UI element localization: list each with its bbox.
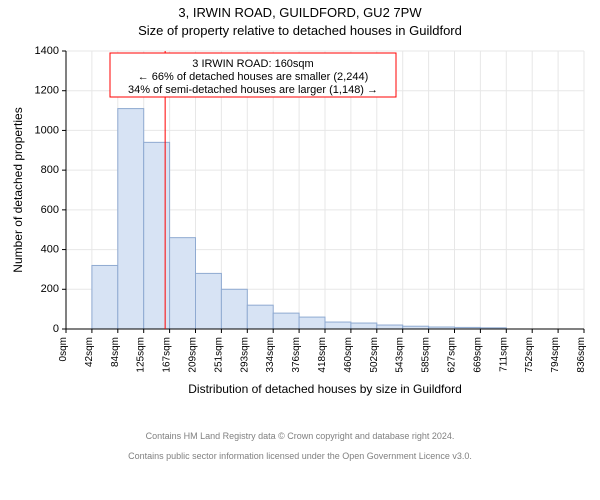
svg-text:200: 200	[41, 283, 59, 295]
histogram-bar	[299, 317, 325, 329]
chart-subtitle: Size of property relative to detached ho…	[8, 23, 592, 39]
histogram-bar	[144, 142, 170, 329]
annotation-box: 3 IRWIN ROAD: 160sqm← 66% of detached ho…	[110, 53, 396, 97]
svg-text:543sqm: 543sqm	[395, 337, 406, 373]
svg-text:711sqm: 711sqm	[498, 337, 509, 372]
svg-text:627sqm: 627sqm	[447, 337, 458, 373]
svg-text:752sqm: 752sqm	[524, 337, 535, 373]
histogram-bar	[377, 325, 403, 329]
svg-text:794sqm: 794sqm	[550, 337, 561, 373]
chart-container: 0 200 400 600 800 1000 1200 1400 0sqm 42sqm 84sqm 1…	[8, 41, 592, 421]
svg-text:600: 600	[41, 203, 59, 215]
footer-line-1: Contains HM Land Registry data © Crown c…	[146, 431, 455, 441]
histogram-bar	[273, 313, 299, 329]
svg-text:1200: 1200	[35, 84, 59, 96]
svg-text:251sqm: 251sqm	[213, 337, 224, 373]
svg-text:167sqm: 167sqm	[162, 337, 173, 373]
svg-text:0: 0	[53, 322, 59, 334]
svg-text:418sqm: 418sqm	[317, 337, 328, 373]
x-axis-label: Distribution of detached houses by size …	[188, 382, 462, 396]
svg-text:502sqm: 502sqm	[369, 337, 380, 373]
svg-text:3 IRWIN ROAD: 160sqm: 3 IRWIN ROAD: 160sqm	[192, 58, 313, 70]
svg-text:84sqm: 84sqm	[110, 337, 121, 367]
svg-text:1400: 1400	[35, 44, 59, 56]
address-title: 3, IRWIN ROAD, GUILDFORD, GU2 7PW	[8, 6, 592, 21]
svg-text:376sqm: 376sqm	[291, 337, 302, 373]
svg-text:125sqm: 125sqm	[136, 337, 147, 373]
svg-text:460sqm: 460sqm	[343, 337, 354, 373]
histogram-bar	[196, 273, 222, 329]
histogram-bar	[92, 265, 118, 329]
svg-text:800: 800	[41, 164, 59, 176]
svg-text:669sqm: 669sqm	[472, 337, 483, 373]
svg-text:836sqm: 836sqm	[576, 337, 587, 373]
histogram-bar	[170, 237, 196, 328]
y-axis-label: Number of detached properties	[11, 107, 25, 272]
svg-text:0sqm: 0sqm	[58, 337, 69, 361]
svg-text:334sqm: 334sqm	[265, 337, 276, 373]
svg-text:1000: 1000	[35, 124, 59, 136]
svg-text:293sqm: 293sqm	[239, 337, 250, 373]
histogram-bar	[247, 305, 273, 329]
svg-text:209sqm: 209sqm	[188, 337, 199, 373]
svg-text:42sqm: 42sqm	[84, 337, 95, 367]
histogram-bar	[221, 289, 247, 329]
histogram-chart: 0 200 400 600 800 1000 1200 1400 0sqm 42sqm 84sqm 1…	[8, 41, 592, 421]
footer-line-2: Contains public sector information licen…	[128, 451, 472, 461]
svg-text:400: 400	[41, 243, 59, 255]
histogram-bar	[325, 322, 351, 329]
histogram-bar	[118, 108, 144, 328]
svg-text:585sqm: 585sqm	[421, 337, 432, 373]
svg-text:34% of semi-detached houses ar: 34% of semi-detached houses are larger (…	[128, 84, 378, 96]
svg-text:← 66% of detached houses are s: ← 66% of detached houses are smaller (2,…	[138, 71, 369, 83]
histogram-bar	[351, 323, 377, 329]
